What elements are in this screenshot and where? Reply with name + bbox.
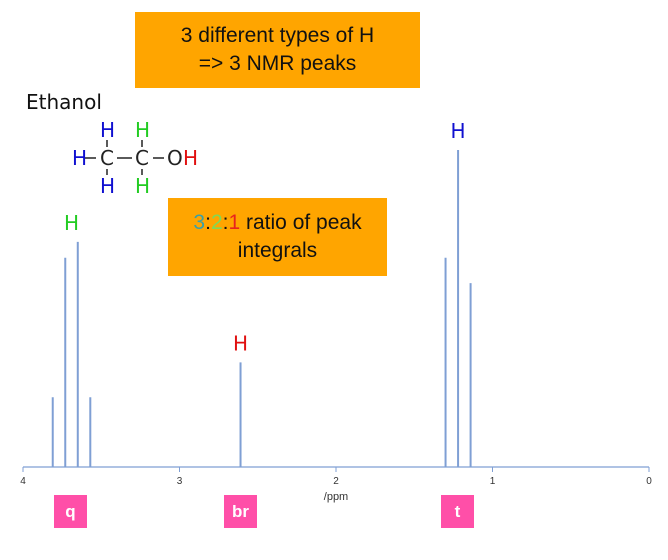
multiplicity-broad-label: br — [224, 495, 257, 528]
ratio-separator: : — [222, 211, 229, 234]
atom-h-methylene: H — [135, 174, 150, 196]
peak-h-label: H — [451, 119, 466, 143]
multiplicity-quartet-label: q — [54, 495, 87, 528]
ratio-methyl-count: 3 — [193, 211, 206, 234]
x-tick-label: 3 — [177, 476, 183, 487]
callout-ratio-line2: integrals — [237, 239, 318, 262]
ethanol-structure: H H C H H C H O H — [72, 118, 198, 196]
atom-h-hydroxyl: H — [183, 146, 198, 170]
callout-peak-count-line2: => 3 NMR peaks — [198, 52, 357, 75]
ratio-hydroxyl-count: 1 — [228, 211, 241, 234]
multiplicity-triplet-label: t — [441, 495, 474, 528]
ratio-separator: : — [205, 211, 211, 234]
ratio-text: ratio of peak — [240, 211, 362, 234]
atom-o: O — [167, 146, 183, 170]
x-axis: 4 3 2 1 0/ppm — [20, 466, 652, 503]
atom-h-methyl: H — [100, 174, 115, 196]
spectrum-peaks — [51, 150, 472, 467]
x-axis-title: /ppm — [324, 491, 348, 503]
atom-h-methylene: H — [135, 118, 150, 142]
peak-labels: HHH — [64, 119, 466, 355]
ratio-methylene-count: 2 — [210, 211, 223, 234]
callout-peak-count: 3 different types of H => 3 NMR peaks — [135, 12, 420, 88]
atom-h-methyl: H — [72, 146, 87, 170]
x-tick-label: 0 — [646, 476, 652, 487]
x-tick-label: 1 — [490, 476, 496, 487]
callout-peak-count-line1: 3 different types of H — [180, 24, 375, 47]
x-tick-label: 4 — [20, 476, 26, 487]
bond-lines — [85, 140, 164, 175]
x-tick-label: 2 — [333, 476, 339, 487]
atom-h-methyl: H — [100, 118, 115, 142]
peak-h-label: H — [233, 331, 248, 355]
molecule-name: Ethanol — [26, 90, 102, 114]
peak-h-label: H — [64, 211, 79, 235]
atom-c-methyl: C — [100, 146, 114, 170]
callout-ratio-line1: 3:2:1 ratio of peak — [168, 209, 387, 237]
atom-c-methylene: C — [135, 146, 149, 170]
callout-integral-ratio: 3:2:1 ratio of peak integrals — [168, 198, 387, 276]
